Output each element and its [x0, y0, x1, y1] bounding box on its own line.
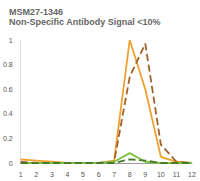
svg-text:10: 10	[157, 171, 165, 178]
svg-text:1: 1	[19, 171, 23, 178]
svg-text:3: 3	[50, 171, 54, 178]
svg-text:0.4: 0.4	[3, 110, 13, 117]
svg-text:2: 2	[34, 171, 38, 178]
svg-text:0.2: 0.2	[3, 135, 13, 142]
svg-text:MSM27-1346: MSM27-1346	[9, 7, 63, 17]
svg-text:6: 6	[97, 171, 101, 178]
svg-text:1: 1	[9, 37, 13, 44]
svg-text:7: 7	[112, 171, 116, 178]
svg-text:0.6: 0.6	[3, 86, 13, 93]
svg-text:5: 5	[81, 171, 85, 178]
svg-text:0.8: 0.8	[3, 61, 13, 68]
svg-text:9: 9	[143, 171, 147, 178]
svg-text:4: 4	[65, 171, 69, 178]
svg-text:8: 8	[128, 171, 132, 178]
svg-text:12: 12	[188, 171, 196, 178]
svg-text:0: 0	[9, 160, 13, 167]
svg-text:Non-Specific Antibody Signal <: Non-Specific Antibody Signal <10%	[9, 17, 160, 27]
svg-text:11: 11	[173, 171, 180, 178]
